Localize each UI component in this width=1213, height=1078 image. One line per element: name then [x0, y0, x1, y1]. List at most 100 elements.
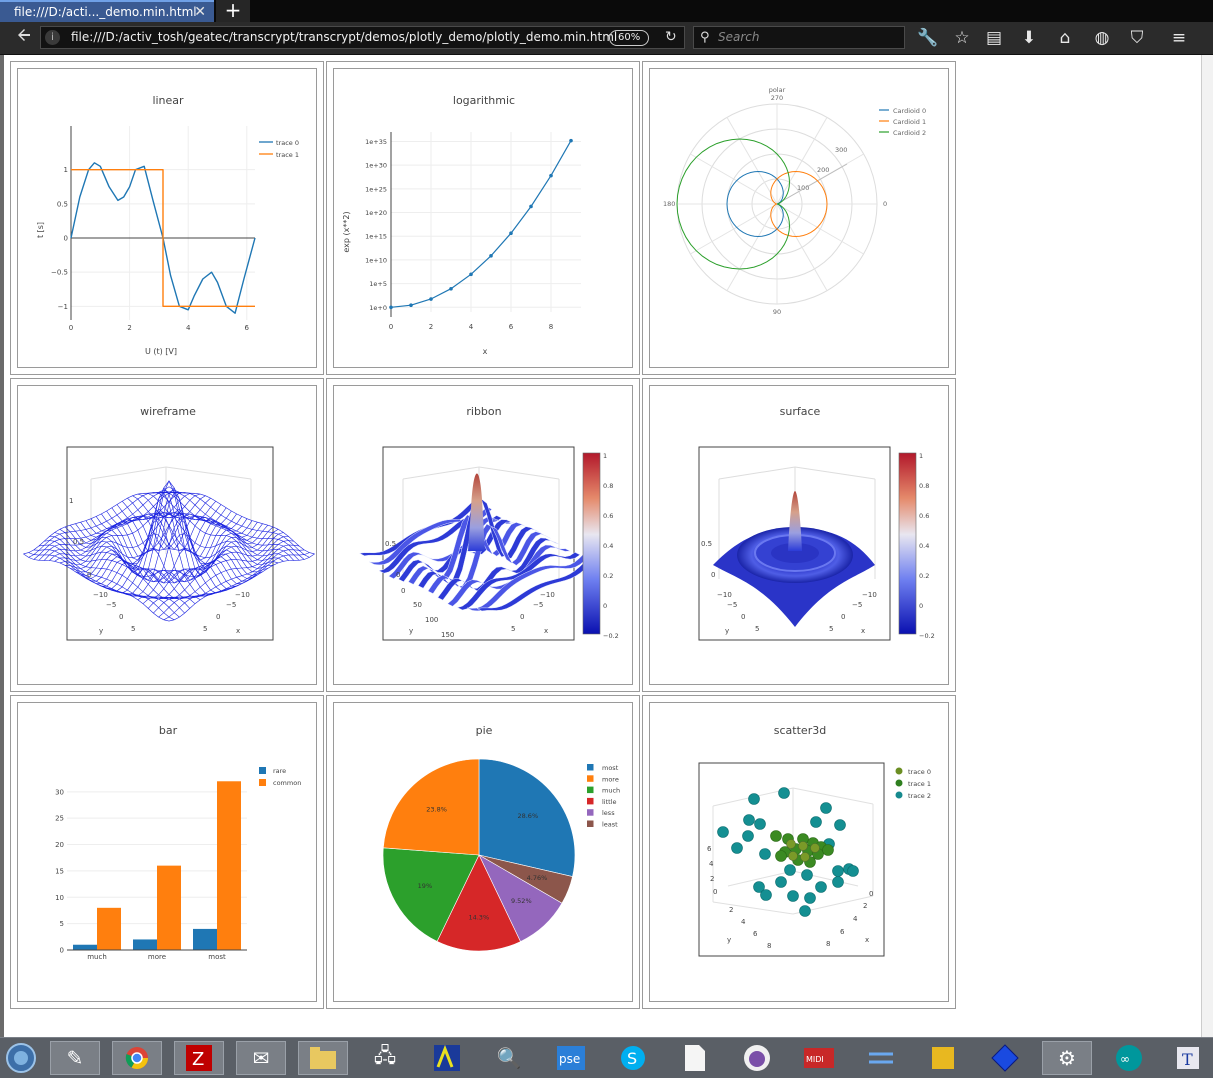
x-tick-label: 2: [429, 323, 433, 331]
globe-icon[interactable]: ◍: [1094, 28, 1110, 48]
y-tick-label: 1e+20: [365, 209, 387, 217]
legend-much: much: [602, 787, 620, 795]
network-icon[interactable]: 🖧: [373, 1043, 397, 1067]
url-text[interactable]: file:///D:/activ_tosh/geatec/transcrypt/…: [71, 30, 618, 44]
close-tab-icon[interactable]: ✕: [194, 4, 206, 20]
browser-tab[interactable]: file:///D:/acti..._demo.min.html ✕: [0, 0, 214, 22]
pie-slice-label: 14.3%: [468, 913, 489, 921]
puzzle-icon[interactable]: [918, 1041, 968, 1075]
filezilla-icon[interactable]: Z: [174, 1041, 224, 1075]
x-tick-label: 6: [509, 323, 514, 331]
text-editor-icon[interactable]: T: [1166, 1041, 1210, 1075]
gear-app-icon[interactable]: ⚙: [1042, 1041, 1092, 1075]
linear-chart[interactable]: linear 0 2 4 6 1 0.5 0 −0.5 −1 U (t) [V] t [s] t…: [11, 62, 325, 376]
point-trace-1: [822, 844, 834, 856]
pie-chart[interactable]: pie 28.6% 4.76% 9.52% 14.3% 19% 23.8% most mor…: [327, 696, 641, 1010]
legend-common: common: [273, 779, 301, 787]
wrench-icon[interactable]: 🔧: [917, 28, 939, 48]
mesh-line: [69, 525, 216, 597]
arduino-icon[interactable]: ∞: [1104, 1041, 1154, 1075]
cat-app-icon[interactable]: [732, 1041, 782, 1075]
y-tick-label: 0: [60, 947, 64, 955]
mesh-line: [80, 522, 227, 594]
file-explorer-icon[interactable]: [298, 1041, 348, 1075]
legend[interactable]: rare common: [259, 767, 301, 787]
ribbon-strip: [456, 552, 581, 611]
plot-wireframe: wireframe 1 0.5 0 −10 −5 0 5 −10 −5 0 5 …: [10, 378, 324, 692]
ribbon-chart[interactable]: ribbon 0.5 0 0 50 100 150 −10 −5 0 5 y x…: [327, 379, 641, 693]
chrome-icon[interactable]: [112, 1041, 162, 1075]
legend-cardioid-0: Cardioid 0: [893, 107, 926, 115]
svg-text:0: 0: [396, 571, 400, 579]
skype-icon[interactable]: S: [608, 1041, 658, 1075]
point-trace-2: [787, 890, 799, 902]
midi-ox-icon[interactable]: MIDI: [794, 1041, 844, 1075]
angle-label: 0: [883, 200, 887, 208]
notepad-plus-icon[interactable]: ✎: [50, 1041, 100, 1075]
legend-swatch: [587, 820, 594, 827]
page-content: linear 0 2 4 6 1 0.5 0 −0.5 −1 U (t) [V] t [s] t…: [4, 55, 1201, 1037]
mesh-line: [38, 544, 185, 614]
home-icon[interactable]: ⌂: [1059, 28, 1071, 48]
legend-cardioid-1: Cardioid 1: [893, 118, 926, 126]
mesh-line: [111, 522, 258, 594]
mail-icon[interactable]: ✉: [236, 1041, 286, 1075]
legend-rare: rare: [273, 767, 286, 775]
point-trace-2: [754, 818, 766, 830]
data-point: [469, 272, 473, 277]
surface-chart[interactable]: surface 0.5 0 −10 −5 0 5 −10 −5 0 5 y x …: [643, 379, 957, 693]
scrollbar-strip[interactable]: [1201, 55, 1213, 1037]
svg-text:Z: Z: [192, 1049, 204, 1070]
svg-text:−5: −5: [226, 601, 236, 609]
logarithmic-chart[interactable]: logarithmic 0 2 4 6 8 1e+35 1e+30 1e+25 1e+20 1e+…: [327, 62, 641, 376]
legend[interactable]: trace 0 trace 1: [259, 139, 299, 159]
chart-title: scatter3d: [774, 724, 826, 737]
info-icon[interactable]: i: [45, 30, 60, 45]
z-tick-label: 6: [707, 845, 712, 853]
diamond-icon[interactable]: [980, 1041, 1030, 1075]
pocket-icon[interactable]: ⛉: [1130, 28, 1144, 48]
plot-area-frame: [382, 446, 575, 641]
y-tick-label: 2: [729, 906, 733, 914]
reader-icon[interactable]: ▤: [985, 28, 1003, 48]
start-button-icon[interactable]: [0, 1041, 42, 1075]
search-bar[interactable]: ⚲ Search: [693, 26, 905, 49]
pse-icon[interactable]: pse: [546, 1041, 596, 1075]
back-arrow-icon[interactable]: [10, 26, 38, 50]
pie-slice-much: [382, 847, 480, 942]
legend-little: little: [602, 798, 617, 806]
download-icon[interactable]: ⬇: [1021, 28, 1037, 48]
magnifier-icon[interactable]: 🔍: [496, 1046, 522, 1070]
data-point: [409, 303, 413, 308]
url-bar[interactable]: i file:///D:/activ_tosh/geatec/transcryp…: [40, 26, 685, 49]
wireframe-chart[interactable]: wireframe 1 0.5 0 −10 −5 0 5 −10 −5 0 5 …: [11, 379, 325, 693]
legend[interactable]: Cardioid 0 Cardioid 1 Cardioid 2: [879, 107, 926, 137]
y-tick-label: 20: [55, 841, 64, 849]
polar-chart[interactable]: polar 270 0 90 180 100 200 300 Cardioid 0 Card…: [643, 62, 957, 376]
colorbar-tick-label: 1: [919, 452, 923, 460]
settings-sliders-icon[interactable]: [856, 1041, 906, 1075]
avidemux-icon[interactable]: [422, 1041, 472, 1075]
document-icon[interactable]: [670, 1041, 720, 1075]
zoom-level-badge[interactable]: 60%: [609, 30, 650, 46]
star-icon[interactable]: ☆: [954, 28, 970, 48]
mesh-line: [90, 492, 237, 589]
bar-chart[interactable]: bar 30 25 20 15 10 5 0 much more most rare common: [11, 696, 325, 1010]
chart-title: ribbon: [466, 405, 501, 418]
y-tick-label: 0: [64, 235, 68, 243]
reload-icon[interactable]: ↻: [665, 29, 677, 45]
point-trace-2: [832, 876, 844, 888]
legend[interactable]: most more much little less least: [587, 764, 620, 829]
plot-area-frame: [66, 446, 274, 641]
svg-text:S: S: [627, 1049, 637, 1068]
bar-rare-more: [133, 939, 157, 950]
svg-text:−5: −5: [852, 601, 862, 609]
svg-text:y: y: [99, 627, 103, 635]
new-tab-button[interactable]: +: [216, 0, 250, 22]
legend[interactable]: trace 0 trace 1 trace 2: [895, 767, 931, 801]
series-trace-1: [71, 169, 255, 307]
legend-trace-1: trace 1: [276, 151, 299, 159]
menu-icon[interactable]: ≡: [1171, 28, 1187, 48]
bar-common-much: [97, 907, 121, 950]
